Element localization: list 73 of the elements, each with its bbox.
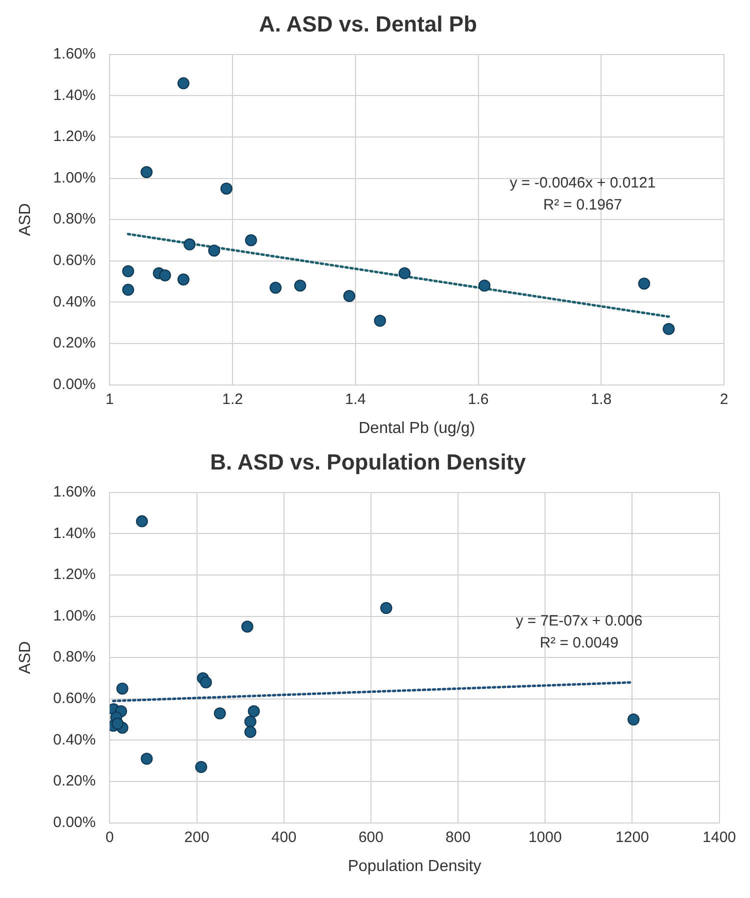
point <box>638 278 650 290</box>
x-tick-label: 800 <box>446 828 471 846</box>
point <box>398 267 411 280</box>
y-tick-label: 0.40% <box>53 731 96 748</box>
point <box>380 602 392 614</box>
x-tick-label: 2 <box>720 390 728 408</box>
point <box>200 676 212 688</box>
y-tick-label: 1.40% <box>53 524 96 542</box>
x-tick-label: 1.8 <box>590 390 612 408</box>
y-tick-label: 0.00% <box>53 814 96 831</box>
point <box>478 280 490 292</box>
x-axis-title: Dental Pb (ug/g) <box>358 420 476 437</box>
annotation: y = 7E-07x + 0.006 <box>516 612 642 630</box>
y-tick-label: 0.00% <box>53 376 96 393</box>
point <box>294 280 306 292</box>
y-tick-label: 1.00% <box>53 169 96 186</box>
point <box>241 620 254 633</box>
x-tick-label: 1200 <box>616 828 649 846</box>
point <box>136 515 148 528</box>
x-tick-label: 1000 <box>528 828 562 846</box>
y-tick-label: 0.60% <box>53 252 96 270</box>
annotation: y = -0.0046x + 0.0121 <box>510 174 656 192</box>
point <box>270 282 282 294</box>
point <box>245 234 258 246</box>
y-axis-title: ASD <box>17 203 34 236</box>
y-tick-label: 0.80% <box>53 648 96 666</box>
y-tick-label: 0.20% <box>53 334 96 352</box>
point <box>662 323 675 336</box>
point <box>122 284 134 296</box>
y-tick-label: 1.60% <box>53 46 96 63</box>
point <box>244 726 256 738</box>
point <box>116 682 128 695</box>
x-tick-label: 1.2 <box>222 390 244 408</box>
y-axis-title: ASD <box>17 641 34 674</box>
y-tick-label: 1.60% <box>53 484 96 501</box>
point <box>112 718 124 730</box>
y-tick-label: 1.20% <box>53 128 96 146</box>
chart-title: B. ASD vs. Population Density <box>210 449 527 474</box>
point <box>374 314 386 327</box>
point <box>140 166 153 178</box>
point <box>159 269 172 282</box>
point <box>184 238 196 250</box>
x-axis-title: Population Density <box>348 858 482 875</box>
y-tick-label: 0.20% <box>53 772 96 790</box>
x-tick-label: 1.6 <box>468 390 489 408</box>
point <box>248 705 260 718</box>
y-tick-label: 0.40% <box>53 293 96 310</box>
point <box>122 265 134 278</box>
annotation: R² = 0.1967 <box>543 196 622 214</box>
point <box>220 182 232 195</box>
y-tick-label: 1.20% <box>53 566 96 584</box>
point <box>214 707 226 720</box>
annotation: R² = 0.0049 <box>540 634 619 652</box>
x-tick-label: 1400 <box>702 828 736 846</box>
point <box>244 716 256 728</box>
x-tick-label: 0 <box>106 828 114 846</box>
point <box>208 244 220 257</box>
y-tick-label: 1.40% <box>53 86 96 104</box>
point <box>628 714 640 726</box>
point <box>343 290 356 302</box>
point <box>177 273 190 286</box>
x-tick-label: 600 <box>358 828 384 846</box>
y-tick-label: 0.60% <box>53 690 96 708</box>
x-tick-label: 400 <box>271 828 296 846</box>
x-tick-label: 1 <box>106 390 114 408</box>
point <box>140 752 153 765</box>
chart-title: A. ASD vs. Dental Pb <box>258 11 478 36</box>
x-tick-label: 200 <box>184 828 210 846</box>
y-tick-label: 0.80% <box>53 210 96 228</box>
x-tick-label: 1.4 <box>345 390 366 408</box>
point <box>177 77 190 90</box>
y-tick-label: 1.00% <box>53 607 96 624</box>
point <box>195 761 208 774</box>
